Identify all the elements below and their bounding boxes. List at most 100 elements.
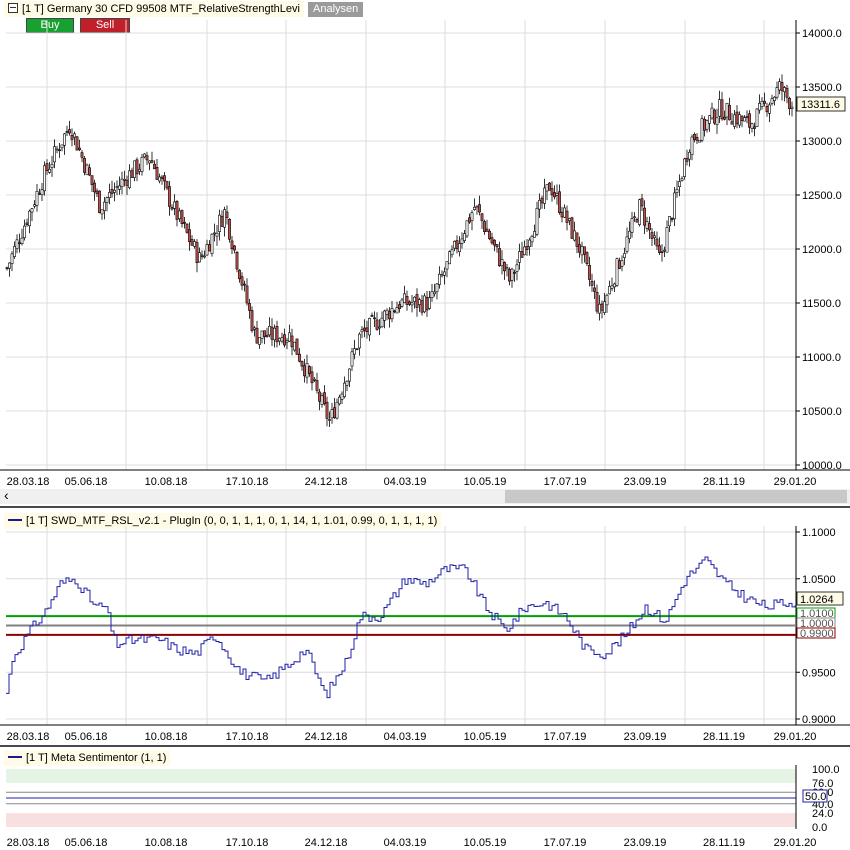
pane-separator[interactable]	[0, 506, 850, 508]
sentiment-bull-zone	[6, 769, 796, 783]
price-y-tick-label: 12000.0	[802, 244, 842, 256]
rsl-pane-title[interactable]: [1 T] SWD_MTF_RSL_v2.1 - PlugIn (0, 0, 1…	[4, 513, 442, 529]
pane-separator-2[interactable]	[0, 745, 850, 747]
price-candle-body	[465, 220, 469, 237]
scrollbar-thumb[interactable]	[505, 490, 847, 503]
price-candle-body	[103, 201, 106, 211]
price-candle-body	[698, 140, 701, 143]
price-candle-body	[618, 260, 621, 269]
price-candles	[5, 74, 794, 427]
price-candle-body	[313, 378, 316, 381]
price-candle-body	[645, 221, 649, 229]
price-candle-body	[688, 151, 691, 160]
rsl-chart[interactable]: 0.9000 0.9500 1.0000 1.0500 1.1000 28.03.18 0…	[0, 508, 850, 746]
price-y-tick-label: 14000.0	[802, 28, 842, 40]
price-candle-body	[290, 335, 294, 348]
scroll-left-icon[interactable]: ‹	[4, 487, 9, 503]
price-candle-body	[330, 409, 334, 419]
price-candle-body	[445, 261, 449, 270]
price-candle-body	[150, 160, 154, 163]
price-candle-body	[373, 317, 376, 320]
price-candle-body	[65, 131, 69, 133]
price-candle-body	[438, 273, 441, 285]
price-candle-body	[430, 291, 434, 298]
price-candle-body	[133, 160, 136, 178]
sentiment-pane-title[interactable]: [1 T] Meta Sentimentor (1, 1)	[4, 750, 171, 766]
price-candle-body	[560, 211, 564, 218]
price-candle-body	[190, 239, 194, 246]
rsl-x-tick-label: 28.03.18	[7, 731, 50, 743]
price-candle-body	[683, 158, 686, 177]
price-candle-body	[388, 311, 391, 320]
price-candle-body	[73, 133, 76, 138]
price-candle-body	[755, 108, 759, 127]
sentiment-chart[interactable]: 0.024.040.060.076.0100.0 28.03.1805.06.1…	[0, 747, 850, 850]
price-candle-body	[423, 295, 426, 313]
price-candle-body	[640, 198, 644, 207]
price-candle-body	[13, 246, 16, 257]
price-candle-body	[523, 246, 526, 255]
sentiment-x-tick-label: 28.03.18	[7, 837, 50, 849]
price-candle-body	[473, 207, 476, 210]
price-candle-body	[115, 186, 119, 188]
price-candle-body	[520, 251, 524, 258]
sentiment-current-label: 50.0	[805, 791, 826, 803]
main-pane-title[interactable]: [1 T] Germany 30 CFD 99508 MTF_RelativeS…	[4, 1, 304, 17]
price-candle-body	[8, 262, 11, 269]
price-candle-body	[48, 168, 51, 173]
price-candle-body	[543, 187, 546, 204]
price-candle-body	[18, 242, 21, 245]
analysen-button[interactable]: Analysen	[308, 2, 364, 17]
price-candle-body	[405, 296, 409, 305]
sentiment-x-tick-label: 24.12.18	[305, 837, 348, 849]
price-candle-body	[323, 392, 326, 404]
price-candle-body	[173, 201, 176, 209]
price-candle-body	[78, 147, 81, 151]
price-candle-body	[245, 285, 249, 304]
rsl-x-tick-label: 23.09.19	[624, 731, 667, 743]
price-candle-body	[460, 238, 464, 244]
price-candle-body	[333, 407, 336, 419]
price-candle-body	[358, 333, 361, 349]
price-candle-body	[633, 216, 636, 219]
rsl-y-tick-label: 0.9500	[802, 667, 836, 679]
price-candle-body	[753, 126, 756, 129]
price-x-tick-label: 23.09.19	[624, 476, 667, 488]
price-candle-body	[748, 113, 751, 128]
price-candle-body	[198, 252, 201, 263]
collapse-icon[interactable]	[8, 3, 18, 13]
price-candle-body	[678, 181, 681, 187]
price-y-tick-label: 11000.0	[802, 352, 841, 364]
price-candle-body	[265, 334, 269, 338]
price-candle-body	[495, 244, 499, 248]
price-candle-body	[180, 210, 184, 225]
price-candle-body	[715, 117, 719, 125]
price-candle-body	[418, 299, 421, 305]
price-x-tick-label: 04.03.19	[384, 476, 427, 488]
price-candle-body	[723, 116, 726, 120]
price-chart[interactable]: 10000.0 10500.0 11000.0 11500.0 12000.0 12500…	[0, 0, 850, 510]
price-candle-body	[585, 252, 589, 265]
price-candle-body	[363, 327, 366, 331]
rsl-x-tick-label: 04.03.19	[384, 731, 427, 743]
price-candle-body	[535, 207, 539, 235]
rsl-y-tick-label: 1.1000	[802, 527, 836, 539]
sentiment-y-tick-label: 24.0	[812, 808, 833, 820]
price-candle-body	[240, 276, 244, 286]
price-candle-body	[485, 228, 489, 232]
price-candle-body	[675, 189, 679, 193]
price-candle-body	[615, 258, 619, 286]
rsl-current-label: 1.0264	[800, 594, 834, 606]
rsl-x-axis: 28.03.18 05.06.18 10.08.18 17.10.18 24.12.18…	[7, 731, 817, 743]
price-candle-body	[343, 382, 346, 397]
price-candle-body	[195, 242, 199, 263]
price-candle-body	[595, 291, 599, 312]
price-candle-body	[55, 148, 59, 151]
price-candle-body	[455, 240, 459, 250]
price-candle-body	[788, 97, 791, 110]
price-candle-body	[448, 251, 451, 265]
price-candle-body	[583, 246, 586, 255]
sentiment-x-tick-label: 10.05.19	[464, 837, 507, 849]
sell-button[interactable]: Sell	[80, 18, 130, 33]
price-x-tick-label: 24.12.18	[305, 476, 348, 488]
